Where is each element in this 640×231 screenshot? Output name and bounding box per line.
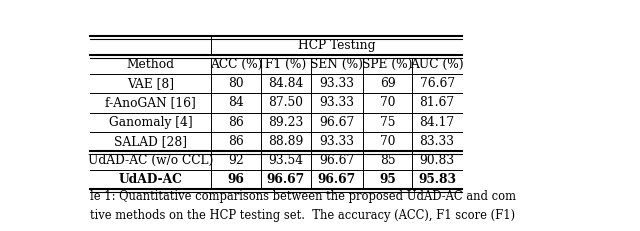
Text: Method: Method — [127, 58, 175, 71]
Text: SEN (%): SEN (%) — [310, 58, 363, 71]
Text: 81.67: 81.67 — [420, 97, 454, 109]
Text: 95.83: 95.83 — [418, 173, 456, 186]
Text: SPE (%): SPE (%) — [362, 58, 413, 71]
Text: 83.33: 83.33 — [420, 135, 454, 148]
Text: 93.33: 93.33 — [319, 135, 354, 148]
Text: 88.89: 88.89 — [268, 135, 303, 148]
Text: UdAD-AC: UdAD-AC — [119, 173, 182, 186]
Text: ACC (%): ACC (%) — [210, 58, 262, 71]
Text: 93.33: 93.33 — [319, 77, 354, 90]
Text: 92: 92 — [228, 154, 244, 167]
Text: 84.84: 84.84 — [268, 77, 303, 90]
Text: f-AnoGAN [16]: f-AnoGAN [16] — [106, 97, 196, 109]
Text: 93.33: 93.33 — [319, 97, 354, 109]
Text: 84.17: 84.17 — [420, 116, 454, 129]
Text: SALAD [28]: SALAD [28] — [114, 135, 187, 148]
Text: 70: 70 — [380, 97, 396, 109]
Text: 93.54: 93.54 — [268, 154, 303, 167]
Text: HCP Testing: HCP Testing — [298, 39, 376, 52]
Text: tive methods on the HCP testing set.  The accuracy (ACC), F1 score (F1): tive methods on the HCP testing set. The… — [90, 209, 515, 222]
Text: 96: 96 — [228, 173, 244, 186]
Text: 75: 75 — [380, 116, 396, 129]
Text: 90.83: 90.83 — [420, 154, 454, 167]
Text: 87.50: 87.50 — [268, 97, 303, 109]
Text: 86: 86 — [228, 116, 244, 129]
Text: 70: 70 — [380, 135, 396, 148]
Text: 76.67: 76.67 — [420, 77, 454, 90]
Text: 96.67: 96.67 — [267, 173, 305, 186]
Text: 84: 84 — [228, 97, 244, 109]
Text: 96.67: 96.67 — [319, 116, 355, 129]
Text: VAE [8]: VAE [8] — [127, 77, 174, 90]
Text: 89.23: 89.23 — [268, 116, 303, 129]
Text: 86: 86 — [228, 135, 244, 148]
Text: UdAD-AC (w/o CCL): UdAD-AC (w/o CCL) — [88, 154, 213, 167]
Text: Ganomaly [4]: Ganomaly [4] — [109, 116, 193, 129]
Text: le 1: Quantitative comparisons between the proposed UdAD-AC and com: le 1: Quantitative comparisons between t… — [90, 190, 516, 203]
Text: 69: 69 — [380, 77, 396, 90]
Text: 85: 85 — [380, 154, 396, 167]
Text: 95: 95 — [379, 173, 396, 186]
Text: F1 (%): F1 (%) — [265, 58, 307, 71]
Text: 96.67: 96.67 — [319, 154, 355, 167]
Text: 96.67: 96.67 — [317, 173, 356, 186]
Text: 80: 80 — [228, 77, 244, 90]
Text: AUC (%): AUC (%) — [410, 58, 464, 71]
